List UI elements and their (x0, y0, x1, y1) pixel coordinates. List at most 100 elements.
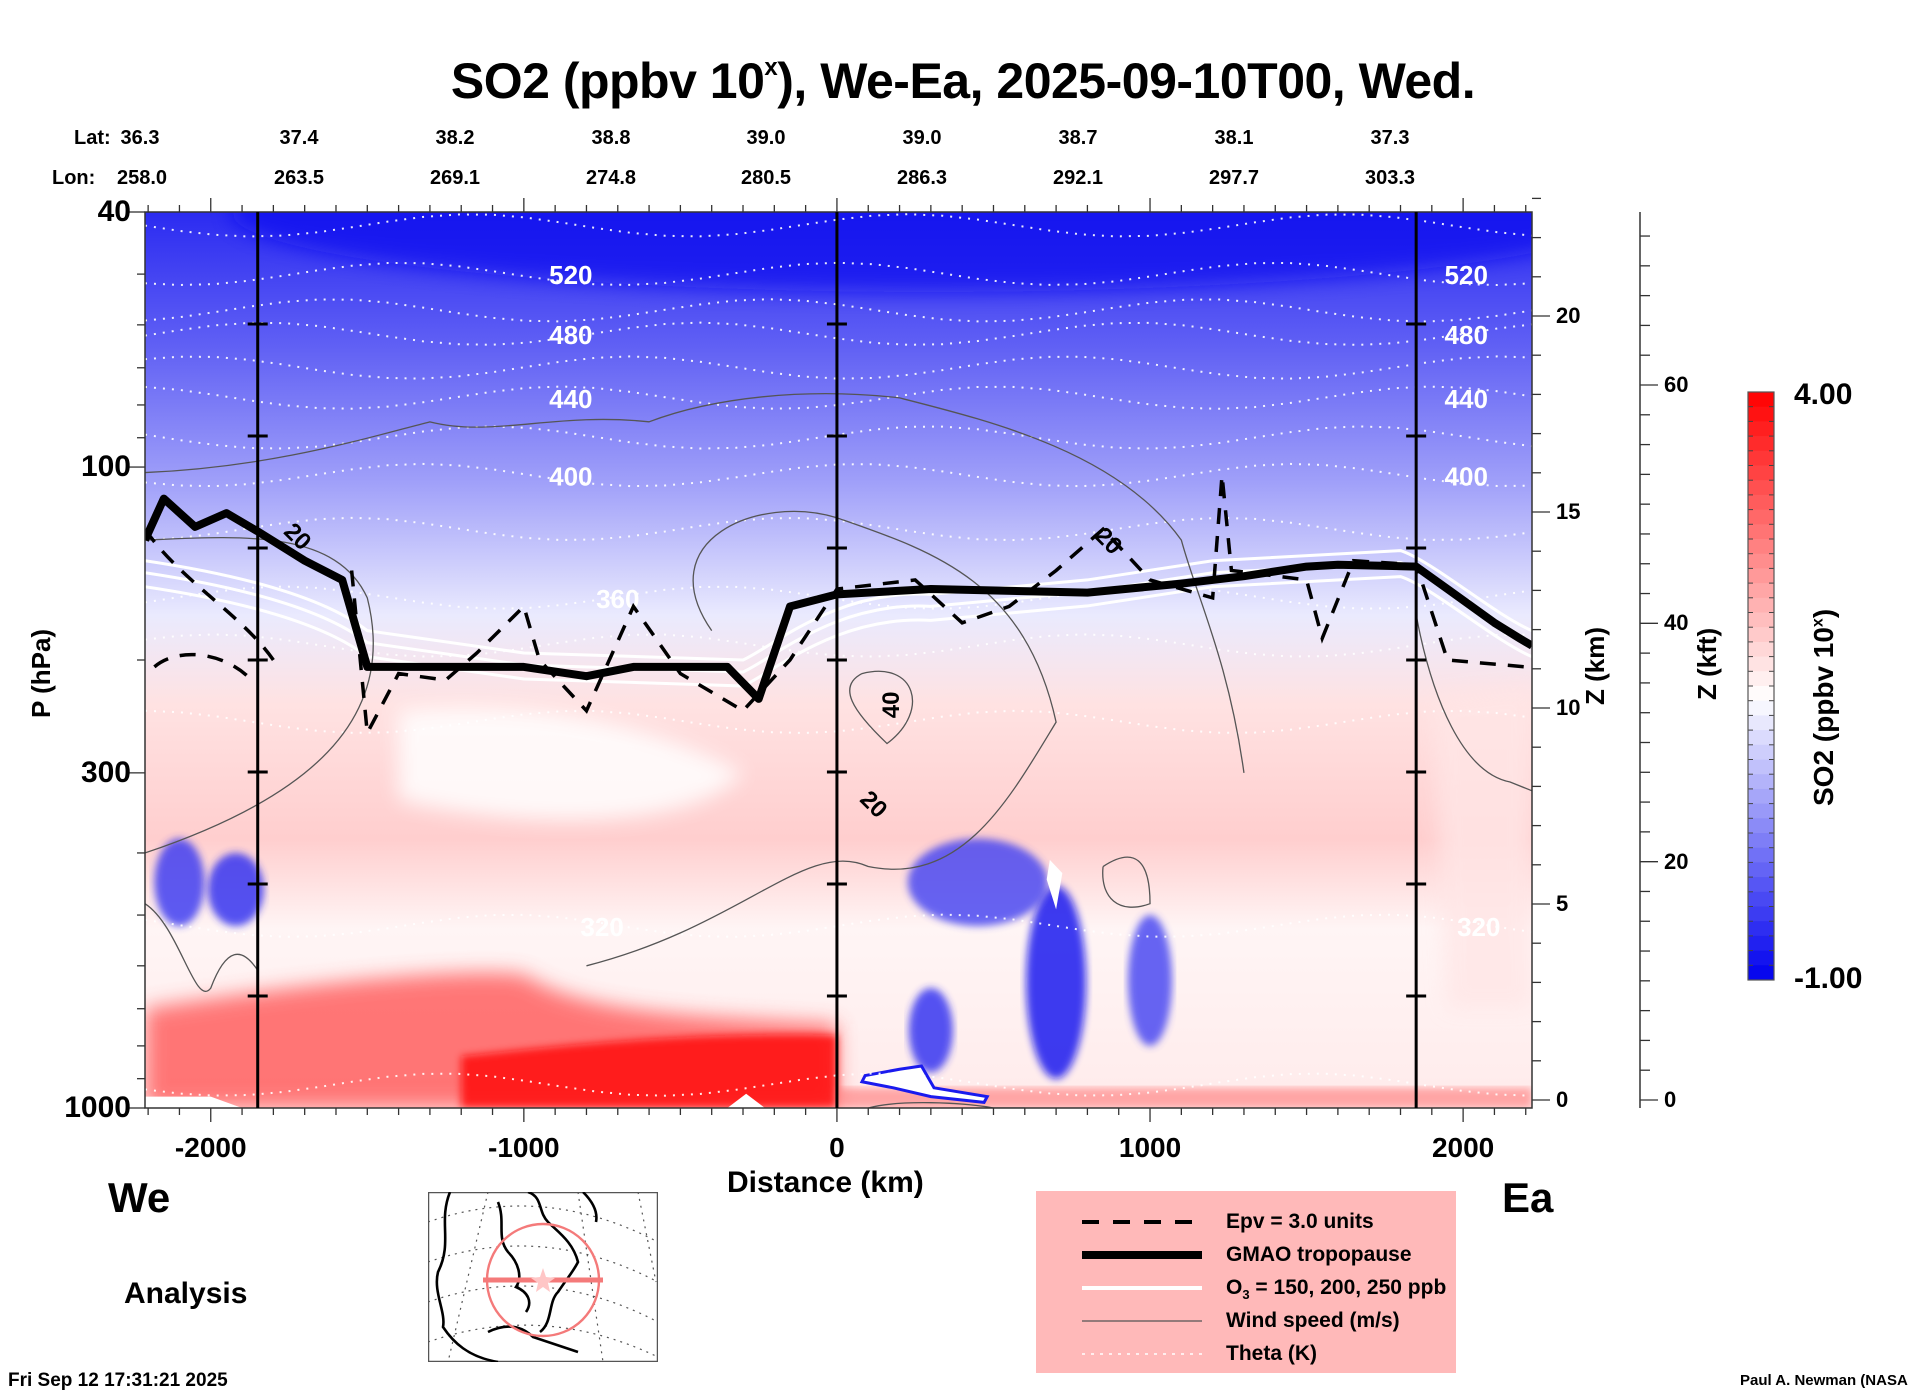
epv-contour (145, 475, 1526, 740)
theta-label: 320 (1457, 912, 1500, 942)
lat-value: 38.1 (1214, 127, 1254, 149)
field-blue-plume (1128, 915, 1173, 1046)
lon-value: 292.1 (1052, 167, 1104, 189)
colorbar-level (1748, 450, 1774, 466)
colorbar-level (1748, 906, 1774, 922)
field-white-patch (398, 707, 744, 821)
colorbar-level (1748, 524, 1774, 540)
title-superscript: x (764, 54, 778, 81)
theta-contour (145, 462, 1532, 488)
colorbar-level (1748, 553, 1774, 569)
colorbar-level (1748, 774, 1774, 790)
lon-value: 263.5 (273, 167, 325, 189)
wind-contour (1415, 614, 1532, 792)
z-km-tick-label: 0 (1556, 1087, 1569, 1112)
theta-label: 320 (580, 912, 623, 942)
wind-contour (1102, 856, 1151, 908)
legend-item-wind: Wind speed (m/s) (1226, 1309, 1400, 1332)
colorbar-frame (1747, 391, 1775, 981)
map-graticule (428, 1192, 658, 1362)
colorbar-level (1748, 480, 1774, 496)
lat-value: 37.4 (279, 127, 319, 149)
colorbar-level (1748, 597, 1774, 613)
field-blue-plume (207, 852, 264, 926)
theta-contour (145, 355, 1532, 380)
z-kft-tick-label: 60 (1664, 372, 1689, 397)
p-tick-label: 40 (97, 195, 131, 228)
legend-swatches (1082, 1220, 1202, 1355)
title-text-rest: ), We-Ea, 2025-09-10T00, Wed. (777, 53, 1476, 109)
lon-value: 303.3 (1364, 167, 1416, 189)
colorbar-level (1748, 656, 1774, 672)
lat-value: 38.7 (1058, 127, 1098, 149)
x-tick-label: -1000 (488, 1132, 560, 1163)
lat-value: 37.3 (1370, 127, 1410, 149)
colorbar-title-text: SO2 (ppbv 10 (1808, 627, 1839, 806)
colorbar-title-sup: x (1809, 618, 1827, 628)
legend-item-epv: Epv = 3.0 units (1226, 1210, 1374, 1233)
z-kft-tick-label: 40 (1664, 610, 1689, 636)
z-kft-tick-label: 0 (1664, 1087, 1677, 1112)
ground-mask (145, 1096, 243, 1108)
x-tick-label: -2000 (174, 1132, 247, 1163)
legend-item-ozone: O3 = 150, 200, 250 ppb (1226, 1276, 1446, 1302)
center-star-icon (531, 1268, 555, 1292)
colorbar-level (1748, 921, 1774, 937)
z-kft-tick-label: 20 (1664, 848, 1689, 874)
coastline (435, 1192, 598, 1362)
colorbar-level (1748, 465, 1774, 481)
wind-contour (145, 393, 1245, 773)
field-blob (231, 212, 1532, 292)
title-text: SO2 (ppbv 10 (450, 53, 765, 109)
theta-label: 480 (1445, 320, 1488, 350)
theta-label: 520 (549, 260, 592, 290)
legend: Epv = 3.0 units GMAO tropopause O3 = 150… (1036, 1191, 1456, 1373)
field-white-spot-low (859, 1064, 990, 1104)
colorbar (1747, 391, 1775, 981)
lat-value: 39.0 (902, 127, 942, 149)
colorbar-title: SO2 (ppbv 10x) (1808, 609, 1840, 806)
lat-row-label: Lat: (74, 127, 111, 149)
wind-speed-label: 40 (878, 692, 905, 719)
legend-ozone-rest: = 150, 200, 250 ppb (1249, 1276, 1447, 1299)
lat-value: 39.0 (746, 127, 786, 149)
field-white-spot (1046, 859, 1063, 910)
z-km-tick-label: 5 (1556, 891, 1569, 916)
p-tick-label: 100 (80, 450, 131, 484)
map-inset (428, 1192, 658, 1362)
ozone-contour (145, 575, 1532, 688)
west-label: We (108, 1174, 171, 1221)
colorbar-level (1748, 935, 1774, 952)
colorbar-level (1748, 788, 1774, 805)
lon-row-label: Lon: (52, 167, 96, 189)
tropopause-line (145, 494, 1532, 703)
field-blue-plume (907, 838, 1048, 926)
theta-contour (145, 261, 1532, 287)
colorbar-level (1748, 421, 1774, 437)
x-tick-label: 2000 (1431, 1132, 1495, 1163)
lon-value: 280.5 (740, 167, 792, 189)
legend-item-theta: Theta (K) (1226, 1342, 1317, 1365)
lon-value: 258.0 (116, 167, 168, 189)
colorbar-level (1748, 715, 1774, 731)
chart-title: SO2 (ppbv 10x), We-Ea, 2025-09-10T00, We… (0, 52, 1926, 110)
p-tick-label: 1000 (64, 1091, 131, 1124)
z-km-tick-label: 10 (1556, 695, 1581, 720)
theta-label: 440 (1445, 384, 1488, 414)
field-pink-east (1431, 686, 1532, 1009)
theta-label: 440 (549, 384, 592, 414)
field-blue-plume (154, 838, 205, 926)
lon-value: 297.7 (1208, 167, 1260, 189)
wind-contour (586, 510, 1057, 967)
colorbar-min-label: -1.00 (1794, 962, 1863, 995)
wind-contour (145, 903, 259, 992)
field-blue-plume (1026, 885, 1087, 1079)
colorbar-level (1748, 700, 1774, 716)
colorbar-max-label: 4.00 (1794, 378, 1853, 411)
colorbar-level (1748, 509, 1774, 525)
ground-mask (727, 1093, 765, 1108)
theta-contour (145, 633, 1532, 658)
theta-label: 520 (1445, 260, 1488, 290)
ozone-contour (145, 549, 1532, 662)
